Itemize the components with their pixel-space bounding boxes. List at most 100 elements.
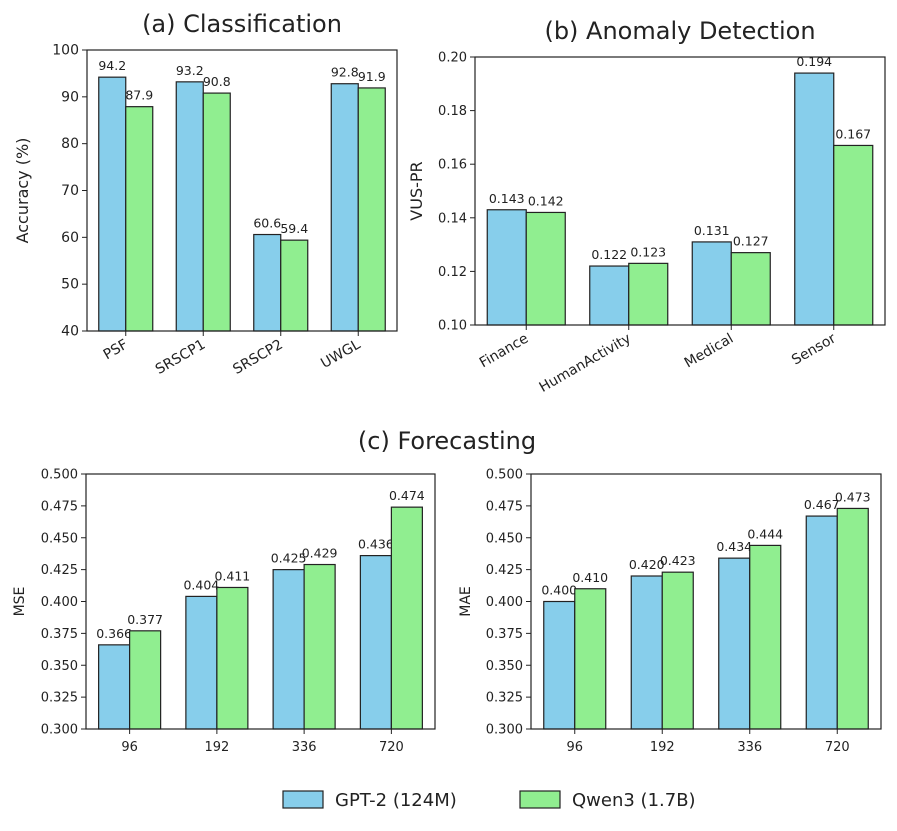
y-tick-label: 0.350: [486, 659, 523, 674]
y-tick-label: 100: [52, 43, 79, 59]
y-tick-label: 0.475: [486, 499, 523, 514]
y-tick-label: 0.425: [486, 563, 523, 578]
section-title-forecasting: (c) Forecasting: [358, 427, 536, 455]
bar-qwen3-192: [661, 571, 694, 730]
y-tick-label: 0.10: [438, 319, 467, 334]
data-label: 0.423: [660, 553, 696, 568]
x-tick-label: 96: [566, 740, 583, 755]
bar-gpt2-720: [805, 515, 838, 730]
bar-qwen3-Sensor: [833, 144, 874, 326]
data-label: 90.8: [203, 74, 231, 89]
bar-gpt2-Finance: [486, 209, 527, 326]
y-tick-label: 90: [61, 89, 79, 105]
bar-gpt2-96: [543, 600, 576, 730]
bar-qwen3-336: [749, 544, 782, 730]
y-tick-label: 0.325: [41, 691, 78, 706]
data-label: 0.411: [214, 568, 250, 583]
data-label: 0.473: [835, 489, 871, 504]
y-tick-label: 0.400: [41, 595, 78, 610]
data-label: 0.425: [271, 551, 307, 566]
x-tick-label: SRSCP1: [153, 337, 208, 378]
data-label: 93.2: [176, 63, 204, 78]
y-axis-label: VUS-PR: [407, 161, 426, 220]
bar-gpt2-SRSCP2: [253, 233, 282, 332]
bar-qwen3-96: [574, 588, 607, 730]
y-tick-label: 0.300: [486, 723, 523, 738]
bar-qwen3-Medical: [730, 252, 771, 326]
x-tick-label: HumanActivity: [537, 331, 634, 396]
data-label: 94.2: [98, 58, 126, 73]
bar-qwen3-96: [129, 630, 162, 730]
y-tick-label: 0.300: [41, 723, 78, 738]
axes-frame: [474, 56, 886, 326]
data-label: 0.467: [804, 497, 840, 512]
x-tick-label: 720: [825, 740, 850, 755]
x-tick-label: 336: [292, 740, 317, 755]
data-label: 0.123: [630, 244, 666, 259]
data-label: 0.366: [96, 626, 132, 641]
legend-label-gpt2: GPT-2 (124M): [335, 790, 457, 811]
x-tick-label: Medical: [682, 331, 736, 372]
x-tick-label: 192: [204, 740, 229, 755]
y-tick-label: 0.375: [486, 627, 523, 642]
y-tick-label: 0.450: [41, 531, 78, 546]
data-label: 87.9: [125, 88, 153, 103]
data-label: 0.434: [716, 539, 752, 554]
data-label: 92.8: [331, 65, 359, 80]
y-tick-label: 0.350: [41, 659, 78, 674]
y-tick-label: 80: [61, 136, 79, 152]
data-label: 0.122: [591, 247, 627, 262]
bar-gpt2-PSF: [98, 76, 127, 332]
chart-mae: 0.300 0.325 0.350 0.375 0.400 0.425 0.450 0.475…: [458, 468, 882, 755]
data-label: 0.167: [835, 126, 871, 141]
y-tick-label: 50: [61, 277, 79, 293]
legend-swatch-qwen3: [519, 790, 561, 809]
data-label: 0.194: [796, 54, 832, 69]
y-tick-label: 0.18: [438, 104, 467, 119]
axes-frame: [530, 473, 882, 730]
data-label: 0.474: [389, 488, 425, 503]
data-label: 0.410: [572, 570, 608, 585]
y-tick-label: 0.500: [486, 468, 523, 483]
data-label: 0.404: [183, 577, 219, 592]
bar-qwen3-SRSCP2: [280, 239, 309, 332]
chart-cls: (a) Classification 40 50 60 70 80 90 100 Accurac…: [13, 10, 398, 378]
data-label: 0.131: [694, 223, 730, 238]
y-axis-label: MSE: [12, 587, 28, 617]
y-tick-label: 70: [61, 183, 79, 199]
y-tick-label: 0.325: [486, 691, 523, 706]
bar-gpt2-336: [718, 557, 751, 730]
y-tick-label: 60: [61, 230, 79, 246]
y-tick-label: 0.450: [486, 531, 523, 546]
bar-gpt2-Medical: [691, 241, 732, 326]
x-tick-label: Finance: [477, 331, 531, 372]
x-tick-label: UWGL: [318, 337, 363, 372]
x-tick-label: 336: [737, 740, 762, 755]
bar-qwen3-PSF: [125, 106, 154, 332]
bar-qwen3-SRSCP1: [202, 92, 231, 332]
legend: GPT-2 (124M) Qwen3 (1.7B): [282, 790, 696, 811]
data-label: 0.142: [528, 193, 564, 208]
bar-qwen3-336: [303, 563, 336, 730]
bar-gpt2-HumanActivity: [589, 265, 630, 326]
data-label: 0.444: [747, 526, 783, 541]
x-tick-label: PSF: [101, 337, 131, 364]
y-tick-label: 0.500: [41, 468, 78, 483]
y-axis-label: Accuracy (%): [13, 138, 32, 244]
bar-gpt2-192: [185, 595, 218, 730]
legend-swatch-gpt2: [282, 790, 324, 809]
bar-qwen3-HumanActivity: [628, 262, 669, 326]
y-tick-label: 0.425: [41, 563, 78, 578]
y-tick-label: 0.14: [438, 211, 467, 226]
bar-qwen3-UWGL: [357, 87, 386, 332]
y-tick-label: 0.20: [438, 51, 467, 66]
bar-gpt2-Sensor: [794, 72, 835, 326]
y-tick-label: 0.12: [438, 265, 467, 280]
data-label: 60.6: [253, 216, 281, 231]
data-label: 59.4: [280, 221, 308, 236]
y-tick-label: 0.400: [486, 595, 523, 610]
bar-gpt2-UWGL: [330, 83, 359, 332]
y-tick-label: 0.16: [438, 158, 467, 173]
x-tick-label: Sensor: [789, 330, 839, 368]
